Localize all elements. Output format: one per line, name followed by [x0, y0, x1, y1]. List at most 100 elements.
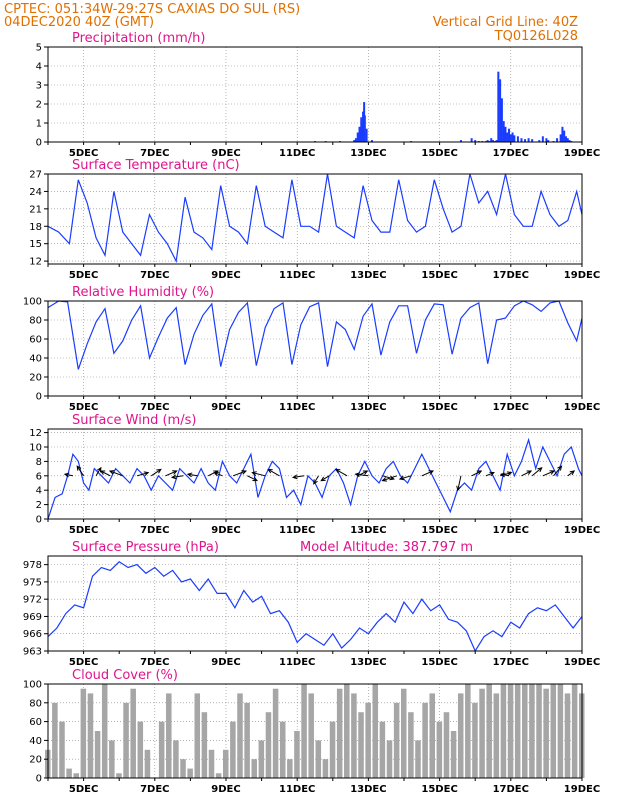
temp-xtick-label: 15DEC — [421, 270, 457, 281]
cloud-column — [215, 773, 222, 778]
temp-ytick-label: 15 — [29, 239, 42, 250]
cloud-column — [564, 693, 571, 778]
wind-vector-head — [313, 479, 318, 485]
wind-vector — [64, 473, 74, 477]
wind-vector-head — [381, 477, 388, 482]
wind-vector-head — [291, 474, 298, 480]
cloud-column — [329, 721, 336, 778]
wind-vector-head — [172, 470, 178, 475]
wind-vector-head — [170, 474, 177, 480]
wind-ytick-label: 10 — [29, 443, 42, 454]
precip-bar — [541, 136, 544, 142]
precip-bar — [370, 140, 373, 142]
cloud-column — [408, 712, 414, 778]
wind-frame — [47, 428, 583, 520]
cloud-xtick-label: 13DEC — [350, 784, 386, 795]
cloud-column — [571, 684, 578, 778]
precip-bar — [353, 140, 356, 142]
panel-cloud: Cloud Cover (%) 0 20 40 60 80 100 5DEC 7DEC 9DEC 1… — [23, 668, 600, 795]
wind-vector — [542, 470, 555, 477]
rh-frame — [47, 300, 583, 397]
rh-xtick-label: 15DEC — [421, 402, 457, 413]
temp-xtick-label: 19DEC — [564, 270, 600, 281]
wind-vector — [313, 475, 319, 485]
precip-bar — [363, 115, 366, 142]
cloud-xtick-label: 5DEC — [69, 784, 98, 795]
cloud-column — [550, 684, 557, 778]
wind-vector — [172, 475, 184, 478]
precip-bar — [470, 138, 473, 142]
wind-vector-head — [549, 470, 556, 475]
cloud-column — [73, 773, 79, 778]
rh-xtick-label: 17DEC — [493, 402, 529, 413]
header-location: CPTEC: 051:34W-29:27S CAXIAS DO SUL (RS) — [4, 2, 300, 17]
pres-ytick-label: 975 — [23, 577, 42, 588]
temp-title: Surface Temperature (nC) — [72, 158, 240, 173]
precip-xtick-label: 7DEC — [140, 148, 169, 159]
wind-vector — [207, 470, 219, 477]
cloud-column — [230, 721, 236, 778]
pres-series-line — [47, 561, 583, 653]
wind-vector — [187, 473, 198, 477]
precip-bar — [362, 111, 365, 142]
wind-vector — [214, 472, 223, 477]
precip-bar — [504, 126, 507, 142]
cloud-column — [130, 688, 136, 778]
precip-bar — [509, 134, 512, 142]
cloud-column — [251, 759, 257, 778]
precip-bar — [497, 71, 500, 142]
wind-vector — [150, 468, 162, 477]
wind-vector-head — [186, 472, 193, 478]
wind-vector — [136, 472, 149, 477]
rh-ytick-label: 80 — [29, 316, 42, 327]
cloud-column — [557, 684, 564, 778]
wind-vector — [76, 465, 85, 477]
pres-ytick-label: 966 — [23, 629, 42, 640]
pres-title: Surface Pressure (hPa) — [72, 540, 219, 555]
wind-vector-head — [398, 475, 405, 481]
cloud-column — [507, 684, 514, 778]
cloud-column — [415, 740, 421, 778]
panel-pres: Surface Pressure (hPa) Model Altitude: 38… — [23, 540, 600, 668]
cloud-column — [457, 693, 464, 778]
wind-vector-head — [456, 485, 461, 492]
pres-xtick-label: 19DEC — [564, 657, 600, 668]
cloud-column — [258, 740, 265, 778]
precip-ytick-label: 5 — [36, 43, 42, 54]
cloud-ytick-label: 40 — [29, 736, 42, 747]
wind-ytick-label: 6 — [36, 471, 42, 482]
precip-bar — [500, 98, 503, 142]
cloud-column — [308, 693, 314, 778]
precip-xtick-label: 5DEC — [69, 148, 98, 159]
cloud-column — [436, 721, 443, 778]
wind-vector-head — [362, 470, 369, 475]
precip-bar — [492, 140, 494, 142]
wind-vector-head — [354, 472, 361, 478]
pres-xtick-label: 9DEC — [211, 657, 240, 668]
rh-title: Relative Humidity (%) — [72, 285, 214, 300]
cloud-column — [351, 693, 357, 778]
cloud-column — [358, 712, 364, 778]
wind-ytick-label: 4 — [36, 486, 42, 497]
precip-bar — [520, 138, 523, 142]
precip-bar — [568, 140, 571, 142]
cloud-title: Cloud Cover (%) — [72, 668, 178, 683]
precip-bar — [486, 140, 489, 142]
wind-vector — [100, 470, 111, 477]
wind-vector — [232, 470, 247, 477]
cloud-column — [158, 721, 165, 778]
precip-bar — [502, 121, 505, 142]
pres-xtick-label: 5DEC — [69, 657, 98, 668]
wind-vector — [109, 470, 123, 477]
precip-bar — [357, 134, 360, 142]
wind-vector-head — [389, 475, 395, 481]
wind-vector — [471, 470, 482, 477]
wind-vector-head — [252, 476, 258, 482]
cloud-column — [500, 684, 507, 778]
precip-bar — [559, 134, 562, 142]
wind-vector — [382, 475, 398, 482]
wind-vector — [355, 473, 369, 477]
wind-vector-head — [320, 476, 326, 482]
cloud-column — [322, 759, 329, 778]
